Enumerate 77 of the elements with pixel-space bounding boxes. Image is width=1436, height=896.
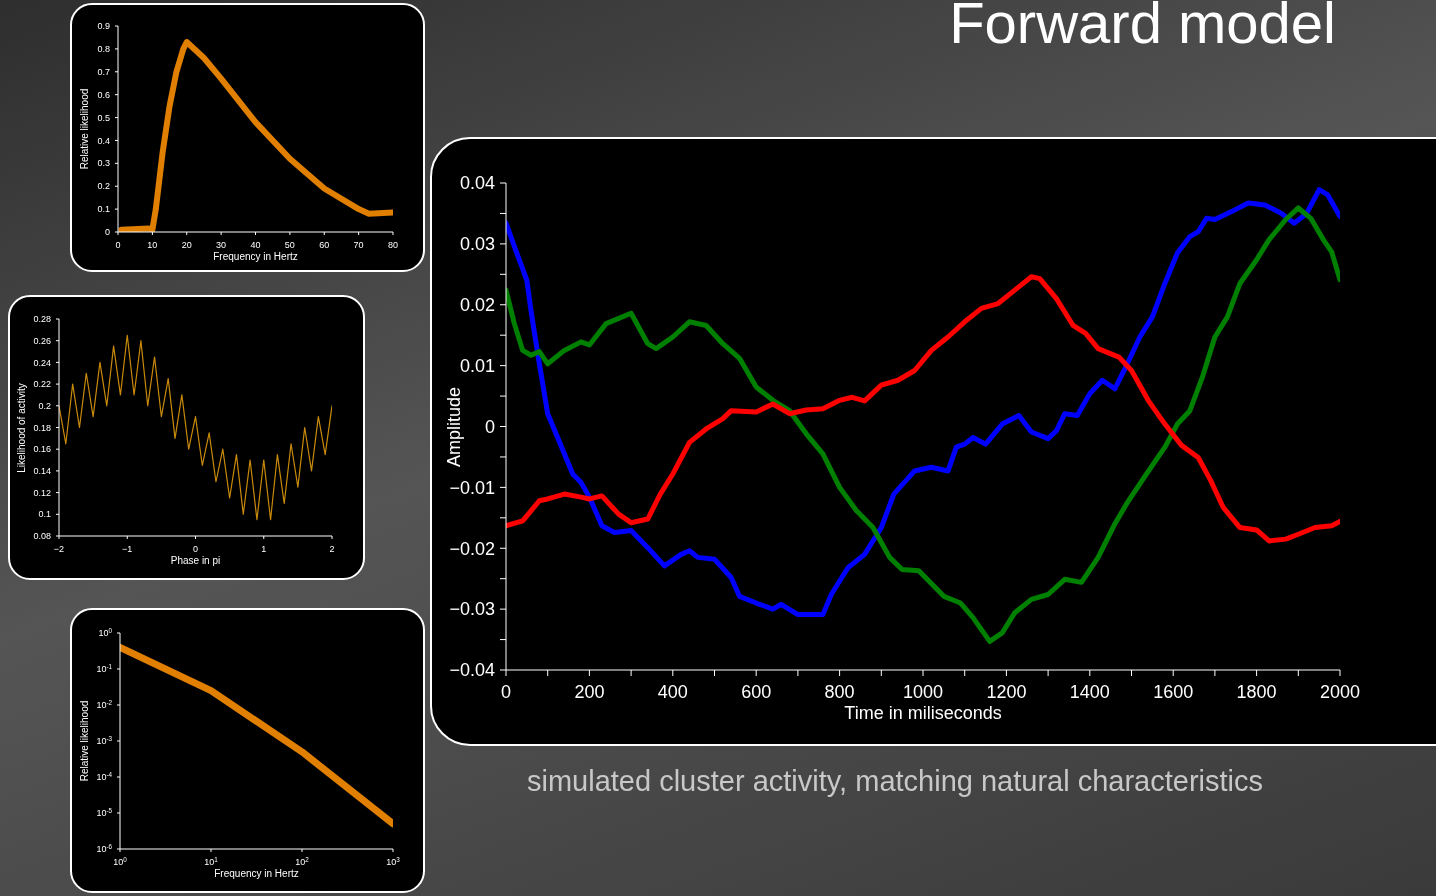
y-tick-label: 0: [104, 227, 110, 238]
x-tick-label: 1000: [902, 682, 944, 702]
y-tick-label: 0.4: [97, 135, 110, 146]
y-tick-label: −0.01: [449, 477, 495, 498]
x-tick-label: 10$^{0}$: [113, 855, 128, 867]
x-tick-label: 60: [319, 240, 330, 250]
y-tick-label: 0.5: [97, 112, 110, 123]
x-tick-label: 2000: [1319, 682, 1361, 702]
x-tick-label: 30: [216, 240, 227, 250]
x-tick-label: 1800: [1236, 682, 1277, 702]
y-tick-label: 0.28: [33, 314, 51, 325]
x-tick-label: 10: [147, 240, 158, 250]
x-tick-label: 1600: [1153, 682, 1194, 702]
y-tick-label: 10$^{-5}$: [96, 806, 113, 819]
x-tick-label: 1200: [986, 682, 1027, 702]
y-tick-label: 0.18: [33, 422, 51, 433]
x-tick-label: 600: [741, 682, 772, 702]
x-tick-label: 10$^{3}$: [386, 855, 401, 867]
y-tick-label: 0.12: [33, 487, 51, 498]
x-tick-label: 10$^{1}$: [204, 855, 219, 867]
x-tick-label: 0: [500, 682, 512, 702]
y-tick-label: 10$^{-1}$: [96, 662, 113, 675]
x-tick-label: −1: [122, 544, 133, 554]
x-tick-label: 1: [261, 544, 267, 554]
y-tick-label: 0.16: [33, 444, 51, 455]
x-tick-label: 2: [329, 544, 335, 554]
y-tick-label: 0.03: [459, 234, 495, 255]
x-tick-label: 50: [284, 240, 295, 250]
y-tick-label: 0.02: [459, 295, 495, 316]
y-tick-label: 0.2: [97, 181, 110, 192]
y-axis-title: Relative likelihood: [78, 700, 90, 782]
y-tick-label: 0.2: [38, 400, 51, 411]
y-tick-label: 0.1: [38, 509, 51, 520]
y-tick-label: 10$^{-3}$: [96, 734, 113, 747]
x-tick-label: 0: [192, 544, 199, 554]
y-axis-title: Likelihood of activity: [15, 382, 27, 473]
x-axis-title: Frequency in Hertz: [214, 867, 299, 879]
y-tick-label: 0.3: [97, 158, 110, 169]
y-tick-label: 0.8: [97, 44, 110, 55]
x-tick-label: 40: [250, 240, 261, 250]
x-axis-title: Frequency in Hertz: [213, 250, 298, 262]
y-tick-label: 0: [484, 416, 495, 437]
x-tick-label: 0: [115, 240, 121, 250]
x-tick-label: 1400: [1069, 682, 1110, 702]
x-tick-label: 20: [181, 240, 192, 250]
y-tick-label: 0.26: [33, 335, 51, 346]
y-tick-label: 0.1: [97, 204, 110, 215]
x-tick-label: −2: [53, 544, 65, 554]
y-tick-label: 0.6: [97, 89, 110, 100]
x-tick-label: 70: [353, 240, 364, 250]
y-tick-label: 0.7: [97, 66, 110, 77]
text: simulated cluster activity, matching natural characteristics: [527, 765, 1264, 798]
y-tick-label: −0.03: [449, 599, 495, 620]
chart-title: Forward model: [949, 0, 1336, 56]
x-tick-label: 800: [824, 682, 855, 702]
x-axis-title: Time in miliseconds: [844, 703, 1002, 724]
y-axis-title: Amplitude: [444, 386, 465, 467]
y-tick-label: −0.02: [449, 538, 495, 559]
y-tick-label: 0.24: [33, 357, 51, 368]
y-axis-title: Relative likelihood: [78, 88, 90, 170]
y-tick-label: 10$^{-2}$: [96, 698, 113, 711]
y-tick-label: −0.04: [449, 660, 495, 681]
x-tick-label: 400: [657, 682, 688, 702]
y-tick-label: 0.14: [33, 466, 51, 477]
x-tick-label: 10$^{2}$: [295, 855, 310, 867]
x-axis-title: Phase in pi: [170, 554, 221, 566]
line-series: [59, 334, 332, 521]
y-tick-label: 10$^{0}$: [98, 626, 113, 639]
y-tick-label: 0.01: [459, 355, 495, 376]
y-tick-label: 0.9: [97, 21, 110, 32]
y-tick-label: 0.22: [33, 379, 51, 390]
y-tick-label: 0.08: [33, 531, 51, 542]
x-tick-label: 80: [387, 240, 399, 250]
y-tick-label: 10$^{-4}$: [96, 770, 113, 783]
y-tick-label: 0.04: [459, 173, 495, 194]
x-tick-label: 200: [574, 682, 605, 702]
y-tick-label: 10$^{-6}$: [96, 842, 113, 855]
